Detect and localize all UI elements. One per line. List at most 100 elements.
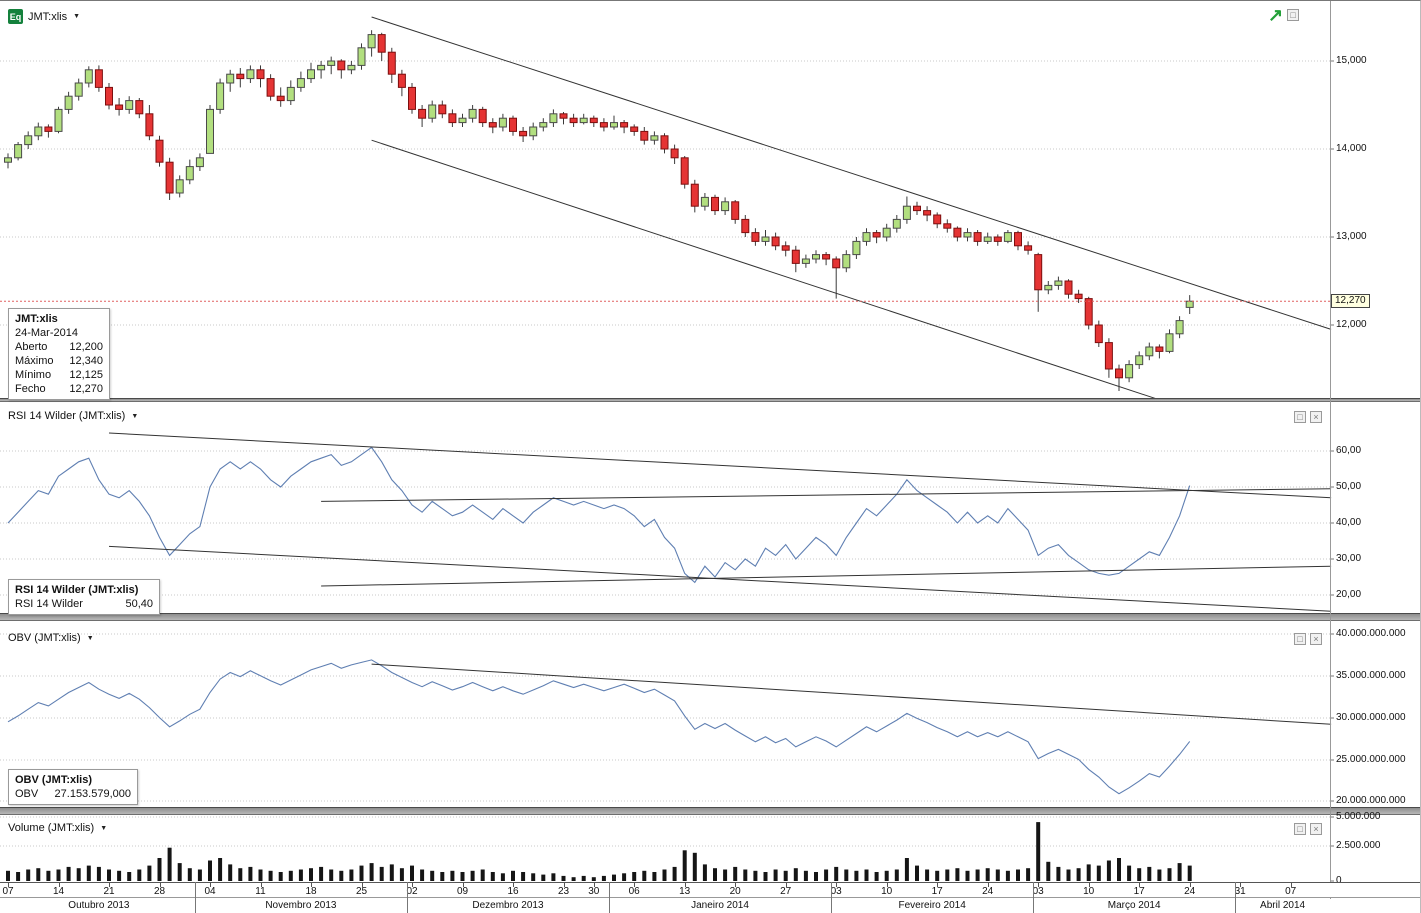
y-axis-label: 0	[1336, 875, 1342, 886]
candle-down	[1094, 324, 1103, 344]
volume-bar	[208, 860, 212, 881]
volume-bar	[803, 870, 808, 881]
volume-bar	[1016, 869, 1020, 881]
volume-bar	[773, 869, 778, 881]
volume-bar	[1157, 869, 1162, 881]
volume-bar	[288, 870, 293, 881]
obv-panel-controls: □ ×	[1294, 633, 1322, 645]
close-panel-icon[interactable]: ×	[1310, 633, 1322, 645]
volume-bar	[76, 868, 81, 881]
x-axis-months-row[interactable]: Outubro 2013 Novembro 2013 Dezembro 2013 Ja…	[0, 899, 1420, 913]
x-axis-tick	[311, 883, 312, 887]
candle-down	[599, 122, 608, 128]
rsi-trendline	[321, 565, 1332, 587]
tooltip-row-label: Aberto	[15, 341, 48, 353]
volume-bar	[1076, 868, 1081, 881]
y-axis-label: 50,00	[1336, 481, 1362, 492]
obv-indicator-selector[interactable]: OBV (JMT:xlis) ▼	[8, 632, 94, 644]
candle-up	[195, 157, 204, 168]
volume-bar	[238, 868, 243, 881]
volume-bar	[753, 870, 758, 881]
panel-divider[interactable]	[0, 613, 1420, 621]
tooltip-symbol: JMT:xlis	[15, 313, 58, 325]
x-axis-tick	[109, 883, 110, 887]
volume-bar	[955, 868, 960, 881]
volume-bar	[490, 872, 495, 881]
volume-bar	[1046, 861, 1051, 881]
tooltip-row-label: Mínimo	[15, 369, 52, 381]
y-axis-label: 40,00	[1336, 517, 1362, 528]
x-axis-day-label: 21	[103, 886, 115, 897]
volume-bar	[177, 863, 182, 881]
candle-up	[125, 100, 134, 110]
candle-up	[963, 232, 972, 238]
volume-bar	[440, 872, 445, 881]
volume-bar	[844, 869, 849, 881]
volume-bar	[612, 874, 616, 881]
price-trendline	[371, 139, 1160, 401]
chevron-down-icon: ▼	[100, 824, 108, 832]
tooltip-row-value: 27.153.579,000	[54, 788, 131, 800]
restore-panel-icon[interactable]: □	[1294, 411, 1306, 423]
tooltip-row-value: 50,40	[125, 598, 153, 610]
volume-bar	[783, 870, 788, 881]
y-axis-label: 14,000	[1336, 143, 1367, 154]
volume-bar	[480, 869, 485, 881]
volume-bar	[935, 870, 940, 881]
volume-bar	[834, 866, 839, 881]
volume-bar	[359, 865, 364, 881]
tooltip-row-label: Fecho	[15, 383, 46, 395]
y-axis-label: 25.000.000.000	[1336, 754, 1406, 765]
x-axis-days-row[interactable]: 07 14 21 28 04 11 18 25 02 09 16 23 30 06 13 20 27 03 10 17…	[0, 882, 1420, 898]
x-axis-month-label: Abril 2014	[1260, 900, 1306, 911]
volume-bar	[167, 847, 172, 881]
volume-indicator-selector[interactable]: Volume (JMT:xlis) ▼	[8, 822, 107, 834]
x-axis-day-label: 16	[507, 886, 519, 897]
panel-divider[interactable]	[0, 398, 1420, 402]
x-axis-tick	[593, 883, 595, 887]
restore-panel-icon[interactable]: □	[1294, 633, 1306, 645]
x-axis-tick	[886, 883, 888, 887]
restore-panel-icon[interactable]: □	[1294, 823, 1306, 835]
obv-panel-title: OBV (JMT:xlis)	[8, 632, 81, 644]
candle-up	[902, 205, 911, 220]
volume-bar	[521, 872, 526, 881]
candle-down	[105, 86, 113, 106]
candle-up	[468, 108, 477, 119]
candle-up	[549, 113, 558, 124]
candle-down	[276, 95, 285, 102]
volume-bar	[278, 872, 283, 881]
y-axis-label: 35.000.000.000	[1336, 670, 1406, 681]
month-separator	[406, 882, 408, 913]
symbol-selector[interactable]: Eq JMT:xlis ▼	[8, 9, 80, 24]
x-axis-tick	[987, 883, 989, 887]
x-axis-tick	[1290, 883, 1292, 887]
panel-divider[interactable]	[0, 807, 1420, 815]
candle-up	[801, 258, 810, 264]
tooltip-title: OBV (JMT:xlis)	[15, 774, 93, 786]
candle-up	[539, 122, 548, 128]
x-axis-day-label: 30	[588, 886, 600, 897]
rsi-indicator-selector[interactable]: RSI 14 Wilder (JMT:xlis) ▼	[8, 410, 138, 422]
tooltip-title: RSI 14 Wilder (JMT:xlis)	[15, 584, 139, 596]
candle-down	[519, 130, 528, 137]
close-panel-icon[interactable]: ×	[1310, 411, 1322, 423]
candle-up	[14, 144, 23, 159]
x-axis-day-label: 24	[1184, 886, 1196, 897]
trend-arrow-icon[interactable]: ↗	[1268, 5, 1284, 25]
candle-up	[64, 95, 73, 110]
panel-box-icon[interactable]: □	[1287, 9, 1300, 21]
candle-up	[327, 60, 336, 66]
month-separator	[194, 882, 196, 913]
volume-bar	[793, 868, 798, 881]
candle-down	[115, 104, 124, 110]
candle-up	[498, 117, 507, 128]
x-axis-tick	[58, 883, 60, 887]
close-panel-icon[interactable]: ×	[1310, 823, 1322, 835]
x-axis-tick	[1139, 883, 1141, 887]
volume-bar	[915, 865, 919, 881]
candle-down	[1064, 280, 1073, 295]
candle-down	[993, 236, 1002, 242]
volume-bar	[157, 858, 162, 881]
